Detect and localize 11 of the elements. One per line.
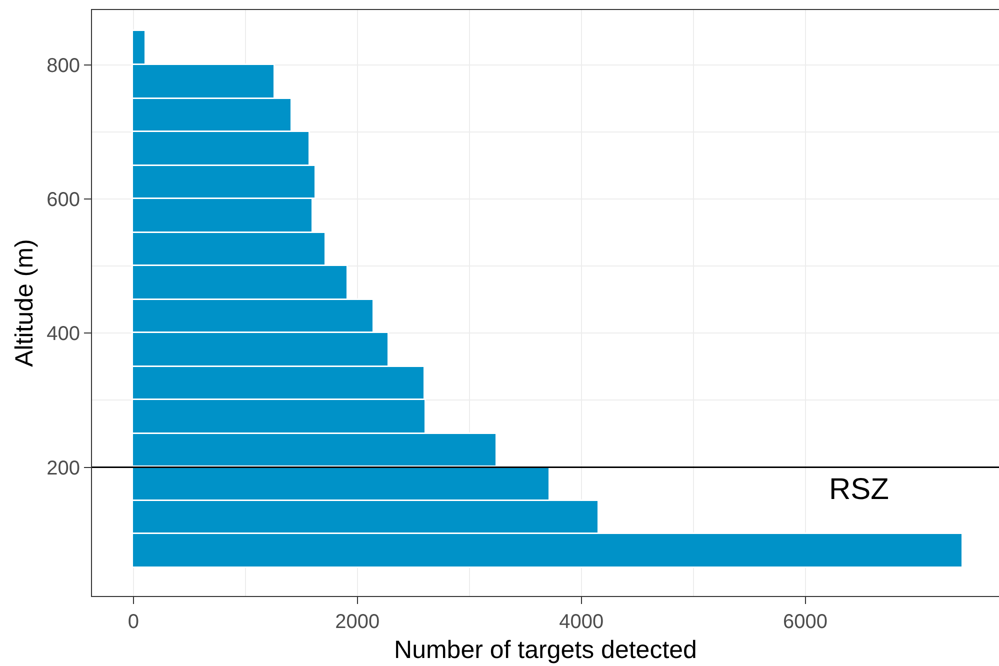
y-tick-label: 200 [46,457,80,480]
y-tick-label: 800 [46,54,80,77]
x-tick-label: 4000 [559,611,604,633]
x-axis-title: Number of targets detected [394,636,697,664]
x-tick-label: 6000 [783,611,828,633]
ref-line-label: RSZ [829,473,889,506]
y-tick-label: 600 [46,189,80,212]
y-axis-title: Altitude (m) [10,239,38,367]
x-tick-label: 0 [128,611,139,633]
x-tick-label: 2000 [335,611,380,633]
y-tick-label: 400 [46,323,80,346]
